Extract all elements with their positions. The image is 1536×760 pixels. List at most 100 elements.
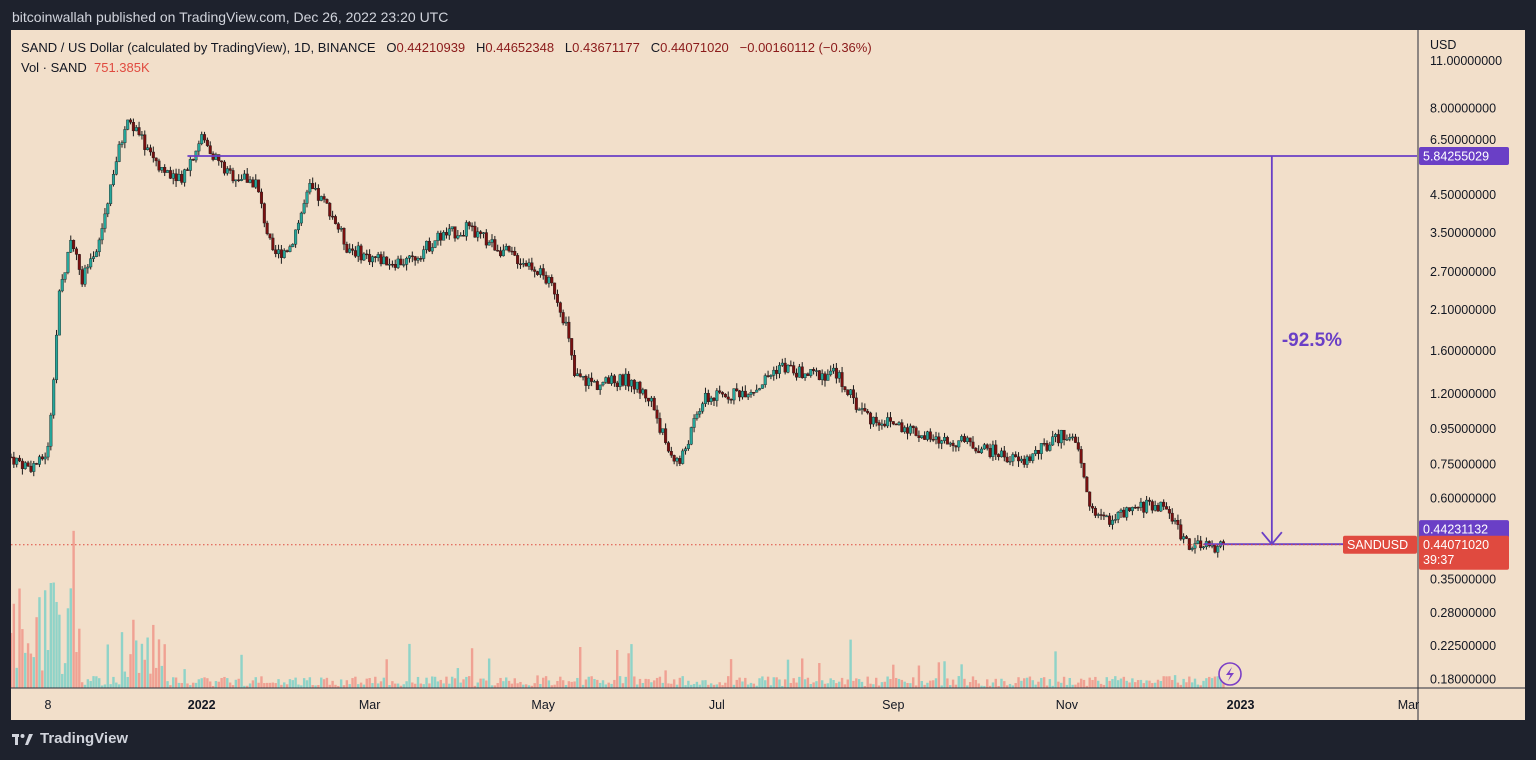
volume-bar <box>949 685 952 688</box>
candle <box>1190 546 1194 552</box>
volume-bar <box>487 658 491 688</box>
candle <box>703 387 707 407</box>
top-level-price-label[interactable] <box>1419 146 1509 165</box>
volume-bar <box>579 647 582 688</box>
candle <box>592 379 596 383</box>
candle <box>35 462 39 465</box>
volume-bar <box>1105 677 1108 688</box>
candle <box>140 130 144 140</box>
volume-bar <box>1034 684 1037 688</box>
candle <box>530 257 534 272</box>
candle <box>362 252 366 261</box>
volume-bar <box>812 682 815 688</box>
candle <box>40 454 44 461</box>
alert-icon[interactable] <box>1218 662 1242 686</box>
candle <box>1068 433 1072 442</box>
volume-bar <box>1040 677 1043 688</box>
candle <box>416 256 420 264</box>
volume-bar <box>368 678 371 688</box>
candle <box>726 391 730 404</box>
candle <box>1179 519 1183 541</box>
time-tick-label: Nov <box>1056 698 1079 712</box>
footer-brand[interactable]: TradingView <box>40 730 129 747</box>
volume-bar <box>117 684 121 688</box>
candle <box>999 447 1003 458</box>
open-value: 0.44210939 <box>396 40 466 55</box>
candle <box>834 362 838 384</box>
volume-bar <box>974 679 978 688</box>
price-tick-label: 0.60000000 <box>1430 491 1496 505</box>
time-axis[interactable]: 8 2022 Mar May Jul Sep Nov 2023 Mar <box>45 698 1420 712</box>
volume-bar <box>1168 676 1171 688</box>
bottom-level-price-label[interactable] <box>1419 520 1509 539</box>
volume-bar <box>385 659 388 688</box>
volume-bar <box>203 677 206 688</box>
symbol-tag-text: SANDUSD <box>1347 538 1408 552</box>
volume-bar <box>86 679 90 688</box>
volume-bar <box>573 681 576 688</box>
volume-bar <box>473 685 477 688</box>
candle <box>501 244 505 257</box>
candle <box>476 227 480 242</box>
price-axis[interactable]: USD 11.00000000 8.00000000 6.50000000 4.500… <box>1430 38 1502 686</box>
candle <box>1216 543 1220 558</box>
candle <box>399 255 403 266</box>
candle <box>314 182 318 191</box>
candle <box>985 443 989 451</box>
candle <box>604 376 608 384</box>
volume-bar <box>46 650 50 688</box>
symbol-title[interactable]: SAND / US Dollar (calculated by TradingV… <box>21 40 376 55</box>
candle <box>319 195 323 202</box>
volume-bar <box>115 682 118 688</box>
volume-bars <box>11 530 1225 688</box>
volume-bar <box>106 644 109 688</box>
volume-bar <box>991 682 995 688</box>
volume-bar <box>18 588 21 688</box>
volume-bar <box>715 684 719 688</box>
volume-bar <box>516 683 519 688</box>
volume-bar <box>826 683 830 688</box>
candle <box>854 392 858 413</box>
candle <box>114 156 118 176</box>
chart-frame[interactable]: SAND / US Dollar (calculated by TradingV… <box>11 30 1525 720</box>
candle <box>928 428 932 443</box>
volume-bar <box>388 685 391 688</box>
candle <box>89 253 93 270</box>
candle <box>732 388 736 405</box>
candle <box>991 440 995 461</box>
volume-bar <box>177 682 181 688</box>
candle <box>746 393 750 400</box>
price-tick-label: 2.10000000 <box>1430 303 1496 317</box>
volume-bar <box>200 678 203 688</box>
volume-bar <box>522 684 525 688</box>
candle <box>507 245 511 253</box>
volume-bar <box>798 676 801 688</box>
price-chart[interactable]: -92.5% USD 11.00000000 8.00000000 6.500000… <box>11 30 1525 720</box>
volume-bar <box>120 632 124 688</box>
volume-label[interactable]: Vol · SAND <box>21 60 87 75</box>
candle <box>168 166 172 179</box>
volume-bar <box>809 683 812 688</box>
volume-bar <box>957 676 960 688</box>
candle <box>504 243 508 251</box>
candle <box>920 435 924 439</box>
symbol-tag[interactable] <box>1343 535 1417 554</box>
high-value: 0.44652348 <box>485 40 555 55</box>
candle <box>146 144 150 151</box>
volume-bar <box>496 683 499 688</box>
candle <box>385 256 389 266</box>
volume-bar <box>536 675 539 688</box>
candle <box>1159 501 1163 513</box>
candle <box>977 445 981 454</box>
candle <box>786 364 790 374</box>
candle <box>814 367 818 377</box>
last-price-label[interactable] <box>1419 535 1509 570</box>
candle <box>763 373 767 388</box>
volume-bar <box>1065 684 1069 688</box>
candle <box>1187 538 1191 551</box>
candle <box>723 393 727 398</box>
candle <box>541 263 545 280</box>
volume-bar <box>644 678 647 688</box>
candle <box>496 244 500 252</box>
